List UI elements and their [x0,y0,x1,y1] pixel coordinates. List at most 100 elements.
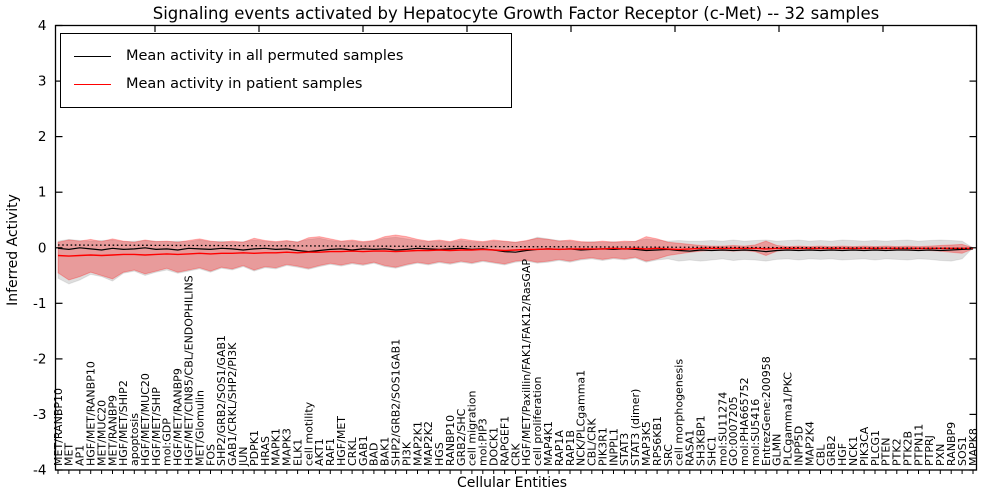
x-axis-tick-label: MET/Glomulin [193,390,206,466]
x-axis-tick-label: PIK3CA [858,426,871,466]
x-axis-tick-label: GAB1 [357,435,370,466]
x-axis-tick-label: SHP2/GRB2/SOS1GAB1 [390,339,403,466]
x-axis-tick-label: MAP2K2 [422,421,435,466]
x-axis-tick-label: SRC [662,444,675,466]
x-axis-tick-label: HGF/MET/RANBP9 [172,368,185,466]
x-axis-tick-label: INPPL1 [607,428,620,466]
x-axis-tick-label: mol:SU5416 [749,399,762,466]
x-axis-tick-label: PI3K [400,441,413,466]
legend: Mean activity in all permuted samples Me… [60,33,512,108]
x-axis-tick-label: cell motility [302,401,315,466]
x-axis-tick-label: NCK/PLCgamma1 [575,370,588,466]
x-axis-tick-label: HGF/MET [335,416,348,466]
x-axis-tick-label: BAK1 [379,437,392,466]
y-axis-tick-label: 3 [38,74,47,90]
x-axis-tick-label: PXN [934,444,947,466]
series-line [57,247,973,257]
x-axis-tick-label: cell migration [466,390,479,466]
x-axis-tick-label: CBL [814,444,827,466]
x-axis-tick-label: MAP3K5 [640,421,653,466]
legend-item-permuted: Mean activity in all permuted samples [61,42,511,70]
y-axis-tick-label: 4 [38,18,47,34]
x-axis-tick-label: NCK1 [847,436,860,466]
legend-label-patient: Mean activity in patient samples [126,76,363,92]
x-axis-tick-label: HGF/MET/CIN85/CBL/ENDOPHILINS [183,275,196,466]
y-axis-tick-label: -3 [33,407,46,423]
x-axis-tick-label: RAPGEF1 [498,416,511,466]
x-axis-tick-label: GRB2 [825,435,838,466]
x-axis-tick-label: mol:SU11274 [716,392,729,466]
x-axis-tick-label: JUN [237,446,250,467]
x-axis-tick-label: MET/RANBP9 [106,395,119,466]
x-axis-tick-label: RANBP9 [945,422,958,466]
x-axis-tick-label: CBL/CRK [586,418,599,466]
x-axis-tick-label: HGS [433,442,446,466]
x-axis-tick-label: HGF [836,443,849,466]
x-axis-tick-label: EntrezGene:200958 [760,356,773,466]
x-axis-tick-label: PLCG1 [869,430,882,466]
y-axis-tick-label: -1 [33,296,46,312]
x-axis-tick-label: CRK [509,443,522,466]
x-axis-tick-label: STAT3 [618,433,631,466]
x-axis-tick-label: HGF/MET/MUC20 [139,373,152,466]
x-axis-tick-label: PTK2B [901,431,914,466]
x-axis-tick-label: DOCK1 [488,427,501,466]
x-axis-tick-label: SHP2/GRB2/SOS1/GAB1 [215,335,228,466]
series-line [57,247,974,253]
x-axis-tick-label: STAT3 (dimer) [629,389,642,466]
x-axis-tick-label: PDPK1 [248,430,261,466]
x-axis-label: Cellular Entities [456,475,568,491]
x-axis-tick-label: MAP2K1 [411,421,424,466]
x-axis-tick-label: GAB1/CRKL/SHP2/PI3K [226,342,239,466]
series-line [57,244,974,249]
x-axis-tick-label: SHC1 [705,436,718,466]
x-axis-tick-label: PIK3R1 [596,427,609,466]
y-axis-tick-label: -2 [33,351,46,367]
x-axis-tick-label: MET/MUC20 [95,400,108,466]
x-axis-tick-label: MAPK1 [270,428,283,466]
x-axis-tick-label: GO:0007205 [727,396,740,466]
legend-label-permuted: Mean activity in all permuted samples [126,48,404,64]
x-axis-tick-label: FOS [204,444,217,466]
x-axis-tick-label: AKT1 [313,438,326,466]
x-axis-tick-label: HGF/MET/RANBP10 [85,361,98,466]
legend-item-patient: Mean activity in patient samples [61,70,511,98]
legend-red-line-swatch [74,83,111,85]
x-axis-tick-label: MAPK8 [967,428,980,466]
x-axis-tick-label: PLCgamma1/PKC [782,372,795,466]
x-axis-tick-label: mol:GDP [161,418,174,466]
x-axis-tick-label: PTPN11 [912,424,925,466]
legend-black-line-swatch [74,55,111,57]
chart-title: Signaling events activated by Hepatocyte… [152,4,880,23]
x-axis-tick-label: CRKL [346,436,359,466]
x-axis-tick-label: cell morphogenesis [673,359,686,466]
x-axis-tick-label: RAP1A [553,430,566,466]
x-axis-tick-label: mol:PIP3 [477,418,490,466]
x-axis-tick-label: HRAS [259,436,272,466]
x-axis-tick-label: AP1 [74,445,87,466]
x-axis-tick-label: PTK2 [891,438,904,466]
x-axis-tick-label: PTEN [880,437,893,466]
x-axis-tick-label: ELK1 [291,439,304,466]
x-axis-tick-label: apoptosis [128,413,141,466]
x-axis-tick-label: RANBP10 [444,415,457,466]
x-axis-tick-label: MET/RANBP10 [52,388,65,466]
y-axis-tick-label: -4 [33,462,46,478]
x-axis-tick-label: RAP1B [564,430,577,466]
x-axis-tick-label: HGF/MET/Paxillin/FAK1/FAK12/RasGAP [520,259,533,466]
x-axis-tick-label: RAF1 [324,438,337,466]
x-axis-tick-label: HGF/MET/SHIP2 [117,380,130,466]
x-axis-tick-label: INPP5D [793,426,806,466]
x-axis-tick-label: MET [63,443,76,466]
x-axis-tick-label: RASA1 [684,430,697,466]
x-axis-tick-label: SH3KBP1 [695,415,708,466]
x-axis-tick-label: mol:PHA665752 [738,377,751,466]
x-axis-tick-label: PTPRJ [923,435,936,466]
x-axis-tick-label: GRB2/SHC [455,408,468,466]
x-axis-tick-label: GLMN [771,434,784,466]
x-axis-tick-label: RPS6KB1 [651,416,664,466]
x-axis-tick-label: MAP2K4 [803,421,816,466]
x-axis-tick-label: cell proliferation [531,376,544,466]
